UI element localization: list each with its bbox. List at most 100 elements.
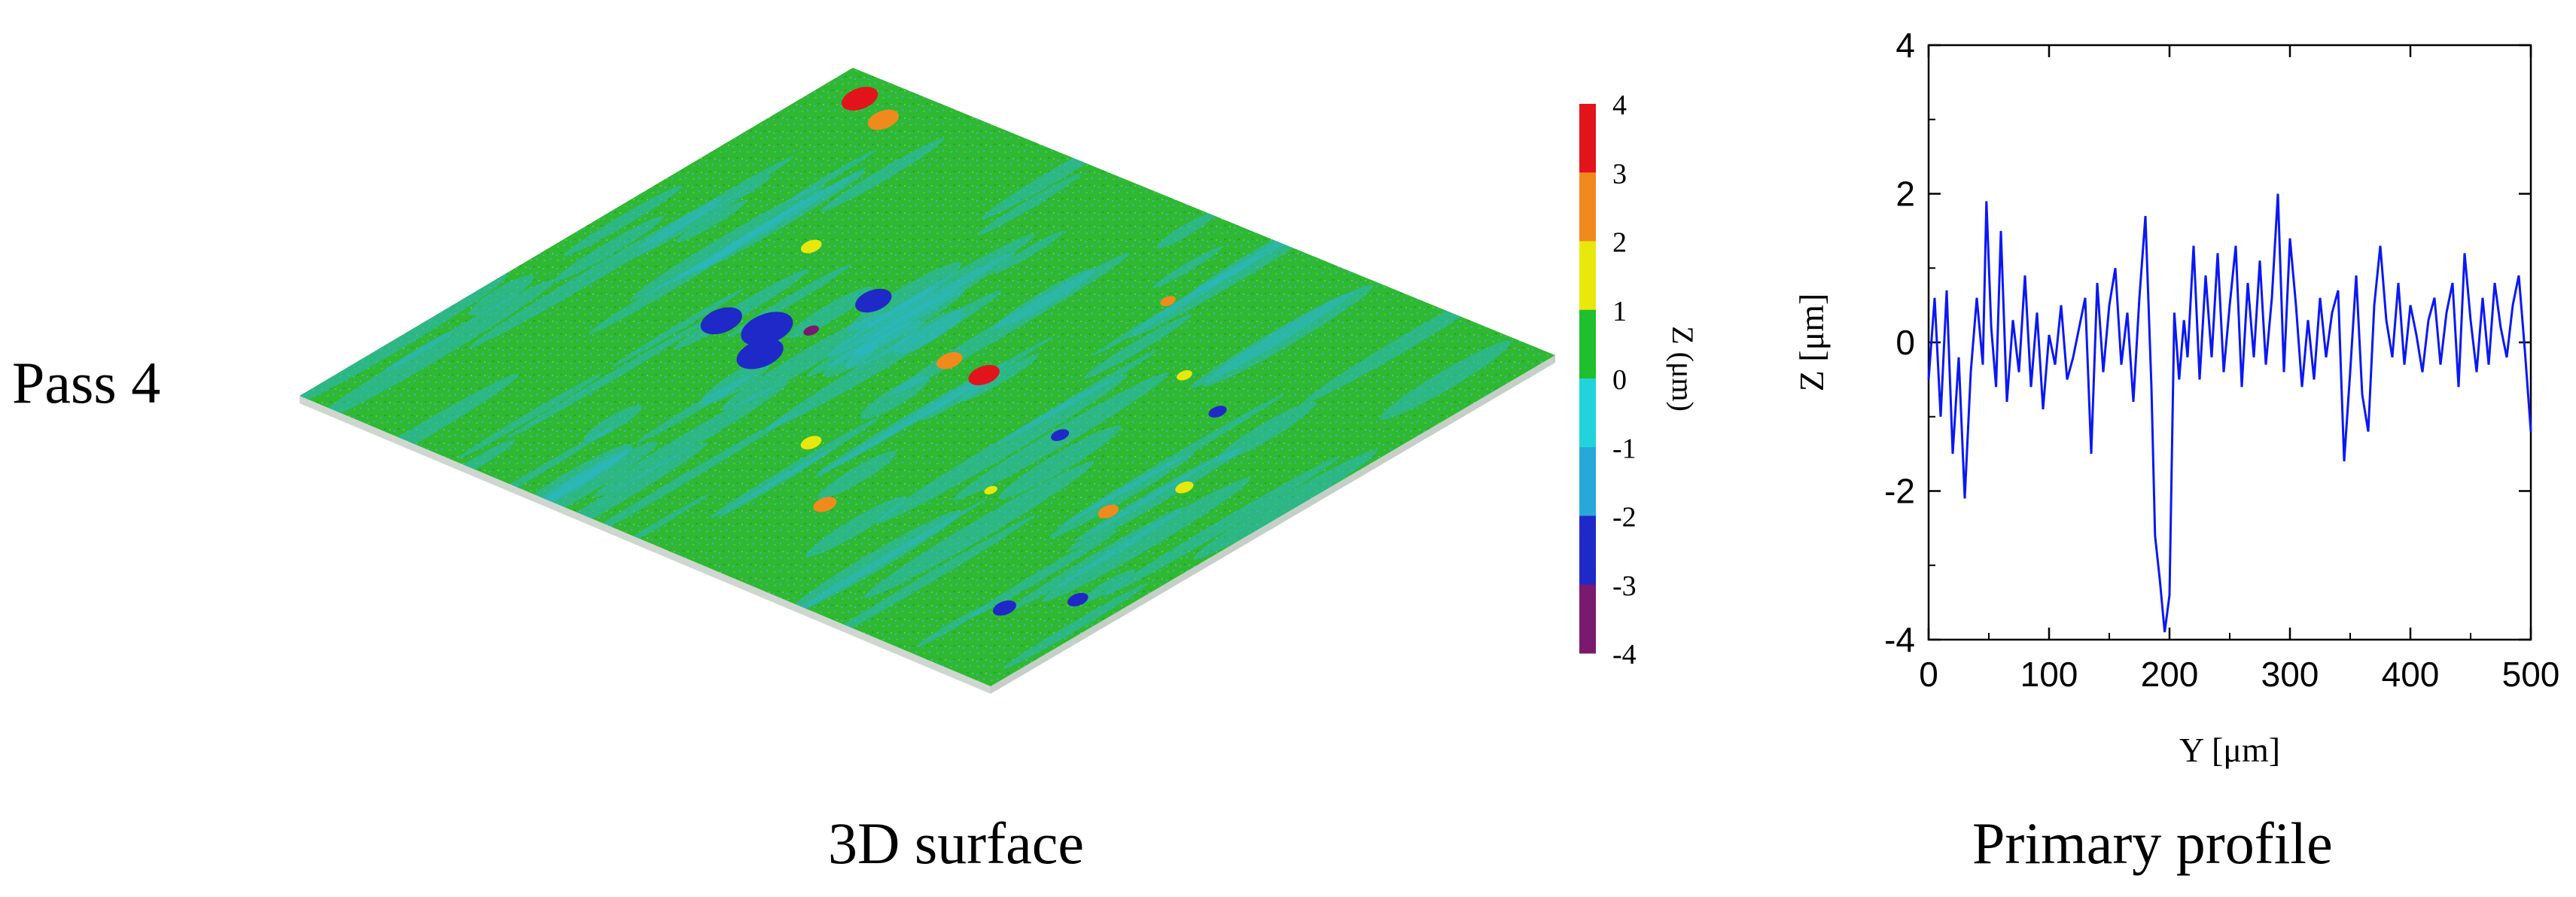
x-tick-label: 500 bbox=[2502, 655, 2560, 694]
surface-streak bbox=[587, 244, 740, 335]
y-tick-label: 2 bbox=[1895, 175, 1915, 214]
colorbar-tick-label: 2 bbox=[1612, 227, 1627, 259]
colorbar-label: Z (μm) bbox=[1666, 326, 1700, 412]
surface-streak bbox=[1073, 456, 1217, 542]
surface-streak bbox=[636, 175, 772, 257]
surface-streak bbox=[1104, 456, 1340, 597]
surface-spot bbox=[803, 325, 819, 336]
x-tick-label: 400 bbox=[2382, 655, 2440, 694]
profile-line bbox=[1927, 193, 2532, 633]
surface-streak bbox=[563, 185, 683, 257]
colorbar-segment bbox=[1579, 241, 1596, 311]
surface-streak bbox=[721, 312, 886, 411]
surface-streak bbox=[998, 425, 1122, 500]
surface-streak bbox=[593, 382, 788, 497]
surface-streak bbox=[1049, 452, 1195, 539]
surface-streak bbox=[1067, 448, 1242, 552]
colorbar-segment bbox=[1579, 584, 1596, 654]
surface-spot bbox=[700, 307, 742, 335]
surface-spot bbox=[800, 436, 822, 450]
surface-streak bbox=[675, 200, 747, 243]
surface-streak bbox=[827, 233, 1035, 357]
surface-spot bbox=[1098, 504, 1119, 518]
row-label: Pass 4 bbox=[12, 350, 161, 415]
surface-spot bbox=[992, 600, 1016, 616]
surface-streak bbox=[844, 321, 922, 369]
surface-streak bbox=[1193, 449, 1378, 560]
surface-streak bbox=[1216, 401, 1316, 463]
surface-streak bbox=[788, 286, 873, 339]
surface-streak bbox=[1042, 477, 1250, 602]
surface-spot bbox=[800, 239, 822, 254]
x-tick-label: 100 bbox=[2020, 655, 2078, 694]
surface-streak bbox=[977, 173, 1081, 236]
colorbar-tick-label: 1 bbox=[1612, 296, 1627, 327]
surface-streak bbox=[583, 404, 642, 442]
surface-spot bbox=[867, 109, 900, 130]
x-tick-label: 200 bbox=[2141, 655, 2199, 694]
surface-streak bbox=[960, 354, 1039, 402]
x-axis-title: Y [μm] bbox=[2179, 731, 2280, 769]
colorbar-tick-label: -3 bbox=[1612, 570, 1637, 602]
colorbar-segment bbox=[1579, 515, 1596, 585]
y-axis-title: Z [μm] bbox=[1792, 293, 1831, 392]
surface-edge bbox=[300, 396, 991, 694]
surface-spot bbox=[841, 87, 878, 111]
colorbar-tick-label: -1 bbox=[1612, 433, 1637, 464]
surface-streak bbox=[548, 411, 799, 560]
colorbar-segment bbox=[1579, 172, 1596, 242]
surface-streak bbox=[1003, 583, 1147, 670]
profile-chart: 0 100 200 300 400 500 4 2 0 -2 -4 Z [μm] Y [μm] bbox=[1792, 26, 2559, 769]
surface-streak bbox=[863, 461, 1095, 598]
colorbar-tick-label: 4 bbox=[1612, 90, 1627, 121]
surface-spot bbox=[936, 351, 963, 369]
surface-edge-right bbox=[991, 355, 1555, 694]
surface-streak bbox=[637, 372, 756, 443]
surface-streak bbox=[1152, 246, 1223, 289]
colorbar-segment bbox=[1579, 447, 1596, 516]
surface-spot bbox=[1208, 406, 1227, 418]
surface-streak bbox=[1084, 314, 1192, 379]
colorbar-segment bbox=[1579, 104, 1596, 173]
surface-features bbox=[300, 87, 1512, 670]
surface-streak bbox=[821, 138, 944, 212]
colorbar-tick-label: -2 bbox=[1612, 502, 1637, 534]
y-tick-label: -2 bbox=[1884, 472, 1915, 511]
surface-streak bbox=[553, 215, 664, 282]
surface-streak bbox=[469, 275, 534, 316]
surface-spot bbox=[855, 288, 892, 313]
colorbar-segment bbox=[1579, 309, 1596, 379]
colorbar-tick-label: -4 bbox=[1612, 639, 1637, 670]
surface-streak bbox=[847, 262, 962, 332]
plot-frame bbox=[1927, 44, 2532, 641]
surface-streak bbox=[766, 290, 1002, 430]
surface-streak bbox=[916, 606, 986, 647]
surface-spot bbox=[1160, 296, 1176, 306]
surface-spot bbox=[984, 485, 997, 494]
surface-streak bbox=[798, 515, 1037, 656]
surface-streak bbox=[456, 372, 602, 460]
surface-streak bbox=[817, 451, 897, 500]
surface-streak bbox=[805, 496, 906, 558]
y-tick-label: 0 bbox=[1895, 323, 1915, 362]
surface-streak bbox=[787, 509, 961, 615]
surface-streak bbox=[611, 288, 744, 367]
surface-spot bbox=[813, 497, 837, 512]
surface-streak bbox=[709, 417, 880, 518]
surface-spot bbox=[968, 365, 1000, 385]
surface-streak bbox=[876, 374, 1128, 524]
surface-3d bbox=[300, 68, 1555, 694]
y-tick-label: -4 bbox=[1884, 620, 1915, 659]
surface-spot bbox=[736, 339, 784, 369]
x-tick-label: 300 bbox=[2261, 655, 2319, 694]
surface-streak bbox=[967, 530, 1118, 619]
surface-streak bbox=[1092, 258, 1257, 356]
surface-streak bbox=[1202, 284, 1374, 387]
surface-streak bbox=[1156, 212, 1216, 249]
surface-streak bbox=[300, 274, 508, 409]
surface-streak bbox=[308, 279, 556, 426]
surface-streak bbox=[993, 231, 1064, 273]
caption-primary-profile: Primary profile bbox=[1972, 810, 2333, 876]
colorbar-segment bbox=[1579, 379, 1596, 448]
